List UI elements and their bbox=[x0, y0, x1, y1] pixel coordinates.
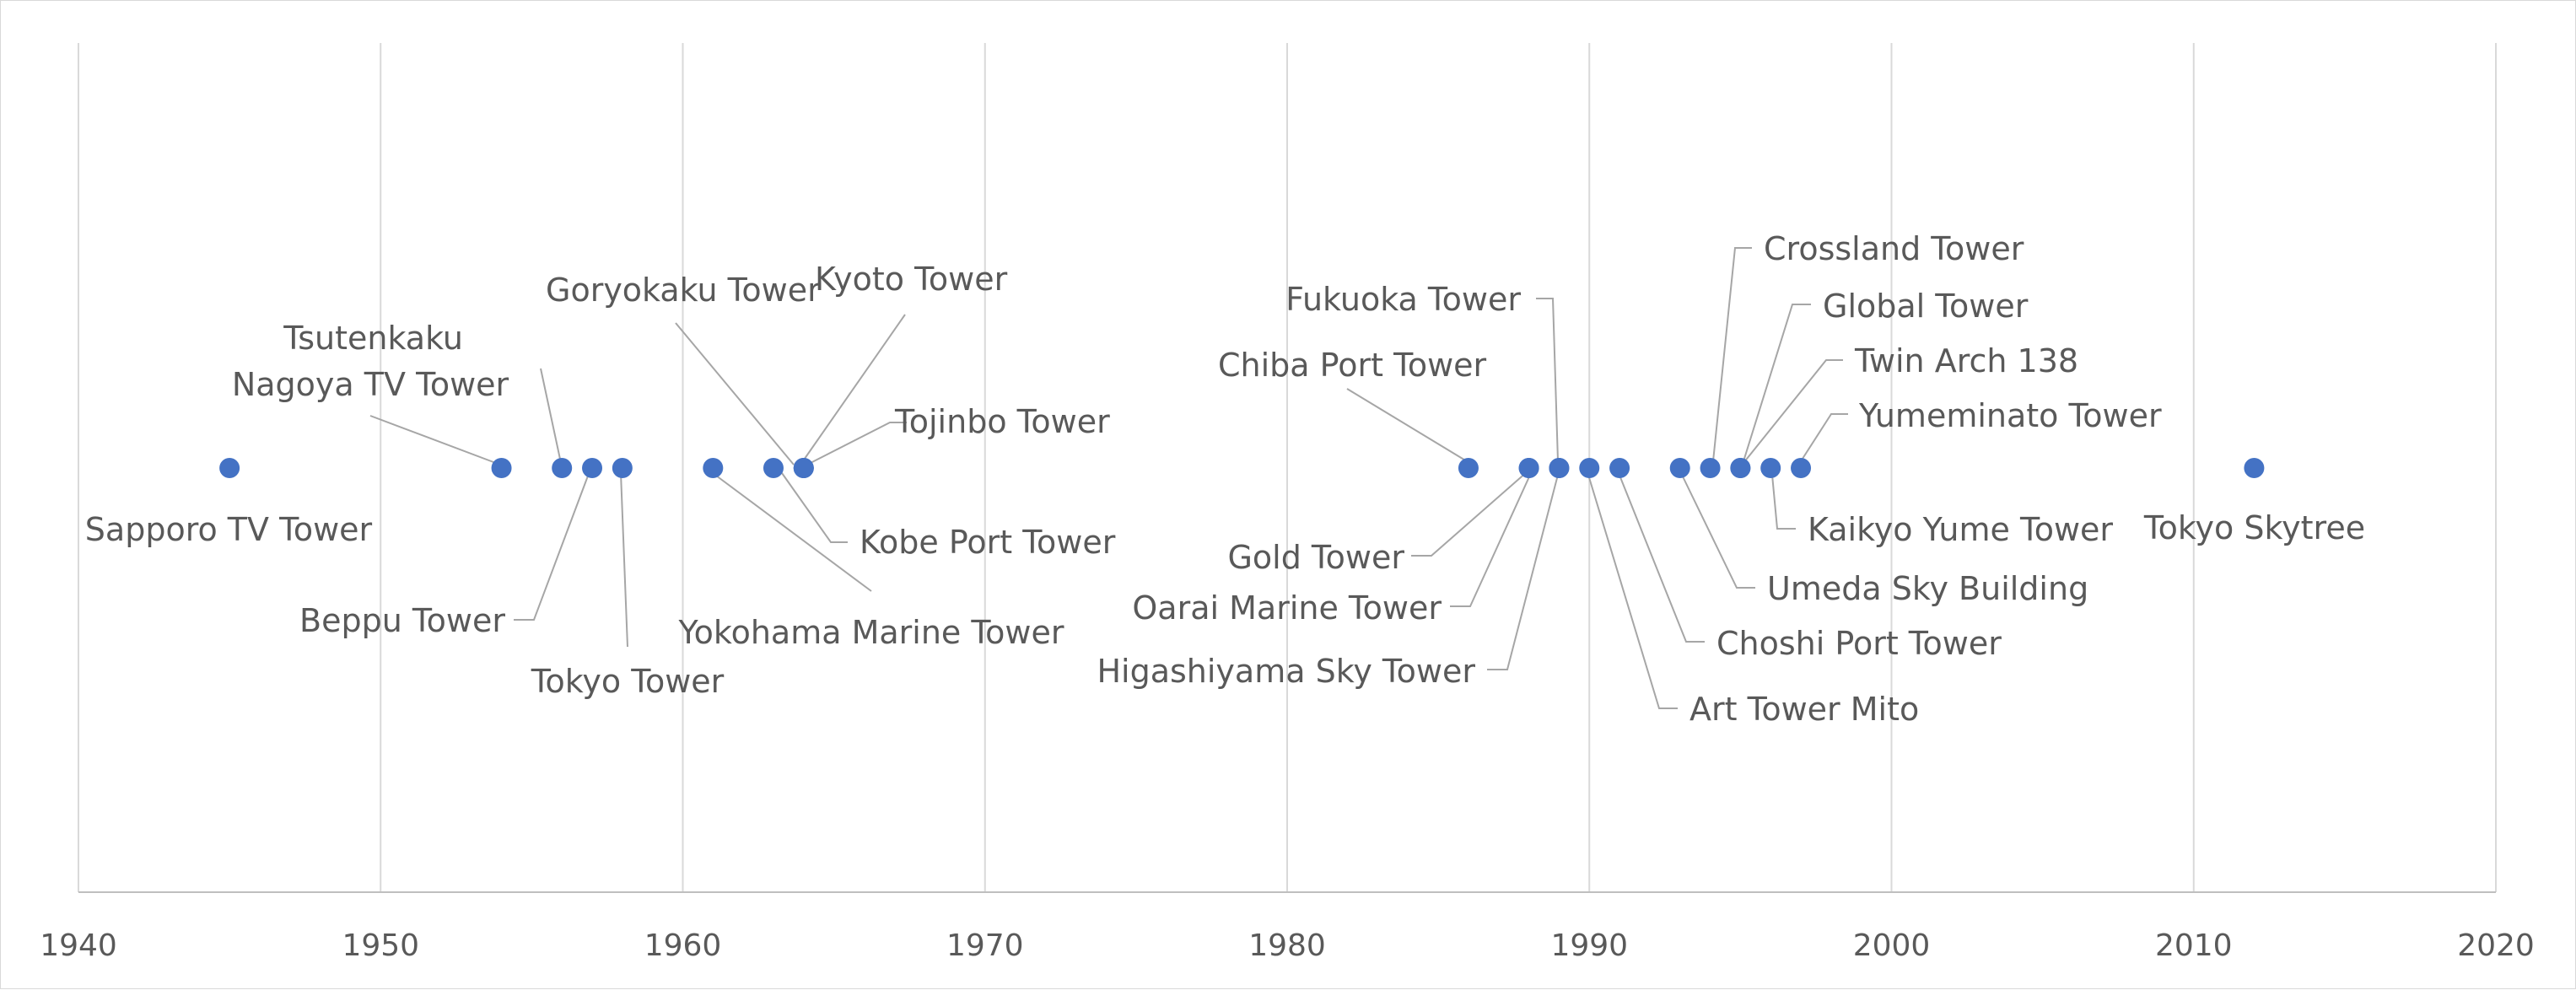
leader-line bbox=[712, 472, 872, 592]
data-point bbox=[491, 458, 512, 478]
data-point bbox=[703, 458, 724, 478]
point-label: Yokohama Marine Tower bbox=[678, 614, 1064, 651]
point-label: Oarai Marine Tower bbox=[1132, 589, 1442, 627]
leader-line bbox=[1743, 359, 1843, 464]
data-point bbox=[1730, 458, 1751, 478]
point-label: Tokyo Skytree bbox=[2143, 509, 2365, 546]
point-label: Gold Tower bbox=[1227, 539, 1404, 576]
data-point bbox=[1669, 458, 1690, 478]
x-tick-label: 1950 bbox=[342, 928, 419, 963]
point-label: Art Tower Mito bbox=[1689, 691, 1919, 728]
point-label: Crossland Tower bbox=[1764, 230, 2024, 267]
point-label: Umeda Sky Building bbox=[1767, 570, 2088, 607]
leader-line bbox=[1346, 388, 1468, 462]
data-point bbox=[1549, 458, 1570, 478]
data-point bbox=[1760, 458, 1781, 478]
point-label: Tojinbo Tower bbox=[894, 403, 1110, 440]
x-tick-label: 1980 bbox=[1248, 928, 1326, 963]
leader-line bbox=[1587, 474, 1678, 709]
point-label: Kaikyo Yume Tower bbox=[1808, 511, 2113, 548]
gridlines bbox=[78, 43, 2497, 892]
data-point bbox=[2244, 458, 2265, 478]
point-label: Kobe Port Tower bbox=[860, 524, 1116, 561]
leader-line bbox=[781, 472, 848, 543]
data-point bbox=[1700, 458, 1721, 478]
leader-line bbox=[1450, 472, 1532, 607]
leader-line bbox=[1771, 474, 1796, 530]
data-point bbox=[1458, 458, 1479, 478]
data-point bbox=[582, 458, 603, 478]
leader-line bbox=[800, 314, 906, 465]
leader-line bbox=[1680, 472, 1755, 589]
x-tick-label: 1970 bbox=[946, 928, 1024, 963]
x-tick-label: 1990 bbox=[1550, 928, 1628, 963]
point-label: Global Tower bbox=[1823, 288, 2029, 325]
point-label: Beppu Tower bbox=[299, 602, 505, 639]
leader-line bbox=[1411, 471, 1528, 557]
data-point bbox=[1791, 458, 1812, 478]
x-tick-label: 1940 bbox=[40, 928, 117, 963]
point-label: Twin Arch 138 bbox=[1854, 342, 2078, 379]
leader-line bbox=[1743, 304, 1811, 462]
leader-line bbox=[1800, 413, 1848, 462]
point-label: Fukuoka Tower bbox=[1285, 281, 1521, 318]
x-tick-label: 2000 bbox=[1853, 928, 1931, 963]
point-label: Nagoya TV Tower bbox=[232, 366, 509, 403]
data-point bbox=[1518, 458, 1539, 478]
leader-line bbox=[620, 472, 628, 648]
data-point bbox=[1609, 458, 1630, 478]
point-label: Higashiyama Sky Tower bbox=[1097, 653, 1475, 690]
leader-line bbox=[1618, 472, 1705, 643]
point-label: Chiba Port Tower bbox=[1218, 347, 1487, 384]
point-label: Yumeminato Tower bbox=[1858, 397, 2162, 434]
leader-line bbox=[540, 368, 562, 464]
point-label: Sapporo TV Tower bbox=[85, 511, 373, 548]
data-point bbox=[793, 458, 814, 478]
point-label: Kyoto Tower bbox=[815, 261, 1008, 298]
leader-line bbox=[803, 422, 907, 467]
x-tick-label: 2020 bbox=[2457, 928, 2535, 963]
leader-line bbox=[369, 415, 501, 465]
leader-line bbox=[1487, 474, 1559, 670]
x-tick-label: 1960 bbox=[644, 928, 722, 963]
point-labels: Sapporo TV Tower Nagoya TV Tower Tsutenkak… bbox=[85, 230, 2365, 728]
leader-lines bbox=[369, 247, 1848, 709]
data-point bbox=[612, 458, 633, 478]
data-point bbox=[1579, 458, 1600, 478]
point-label: Goryokaku Tower bbox=[546, 272, 821, 309]
point-label: Tokyo Tower bbox=[531, 663, 725, 700]
leader-line bbox=[1712, 247, 1752, 462]
point-label: Choshi Port Tower bbox=[1716, 625, 2002, 662]
x-axis: 1940 1950 1960 1970 1980 1990 2000 2010 2020 bbox=[40, 891, 2535, 963]
data-point bbox=[219, 458, 240, 478]
point-label: Tsutenkaku bbox=[283, 320, 463, 357]
leader-line bbox=[675, 322, 795, 465]
markers bbox=[219, 458, 2265, 478]
data-point bbox=[763, 458, 784, 478]
leader-line bbox=[514, 471, 590, 621]
x-tick-label: 2010 bbox=[2155, 928, 2233, 963]
data-point bbox=[552, 458, 573, 478]
leader-line bbox=[1536, 298, 1559, 462]
